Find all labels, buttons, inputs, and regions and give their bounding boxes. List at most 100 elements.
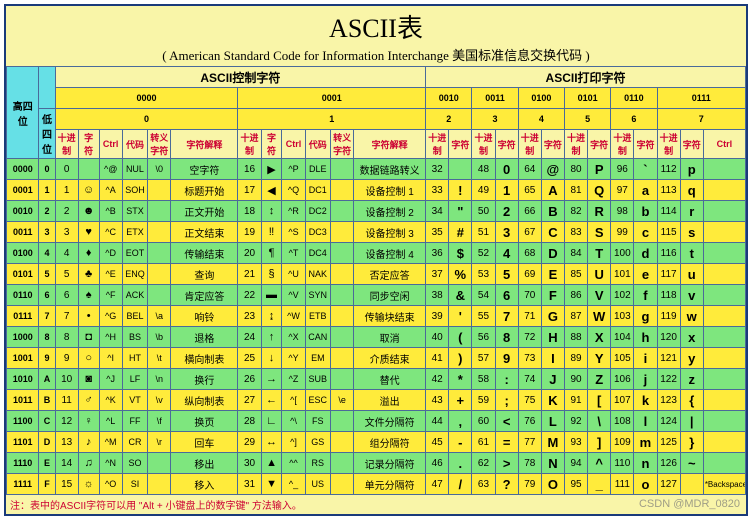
col-hdr: 十进制 [518, 130, 541, 159]
cell: 响铃 [171, 306, 238, 327]
cell: ♀ [78, 411, 99, 432]
cell [148, 474, 171, 495]
cell-dec: 121 [657, 348, 680, 369]
cell: ^I [99, 348, 122, 369]
cell: ^N [99, 453, 122, 474]
cell-dec: 43 [426, 390, 449, 411]
cell: 29 [238, 432, 261, 453]
cell-char: A [541, 180, 564, 201]
cell: 换页 [171, 411, 238, 432]
cell: ETX [122, 222, 147, 243]
cell: 标题开始 [171, 180, 238, 201]
cell: 设备控制 1 [354, 180, 426, 201]
col-hdr: 字符 [680, 130, 703, 159]
cell-dec: 111 [611, 474, 634, 495]
row-bin: 0110 [7, 285, 39, 306]
cell: ↓ [261, 348, 282, 369]
col-hdr: Ctrl [282, 130, 305, 159]
cell: 移出 [171, 453, 238, 474]
footnote: 注：表中的ASCII字符可以用 "Alt + 小键盘上的数字键" 方法输入。 [6, 495, 746, 514]
cell: 4 [55, 243, 78, 264]
table-row: 000111☺^ASOH标题开始17◀^QDC1设备控制 133!49165A8… [7, 180, 746, 201]
cell-dec: 86 [564, 285, 587, 306]
cell-dec: 59 [472, 390, 495, 411]
cell-dec: 93 [564, 432, 587, 453]
cell: 7 [55, 306, 78, 327]
cell-dec: 80 [564, 159, 587, 180]
cell-dec: 106 [611, 369, 634, 390]
row-hex: 7 [39, 306, 55, 327]
cell-char: 3 [495, 222, 518, 243]
cell: 换行 [171, 369, 238, 390]
cell: EM [305, 348, 330, 369]
cell-char: b [634, 201, 657, 222]
cell: GS [305, 432, 330, 453]
cell: US [305, 474, 330, 495]
cell-char: Z [588, 369, 611, 390]
cell-dec: 98 [611, 201, 634, 222]
cell: ^@ [99, 159, 122, 180]
cell-char: { [680, 390, 703, 411]
cell-dec: 87 [564, 306, 587, 327]
cell: 0 [55, 159, 78, 180]
cell-dec: 45 [426, 432, 449, 453]
cell: 肯定应答 [171, 285, 238, 306]
row-hex: E [39, 453, 55, 474]
cell: LF [122, 369, 147, 390]
cell: DLE [305, 159, 330, 180]
cell: ^O [99, 474, 122, 495]
cell-dec: 108 [611, 411, 634, 432]
cell: \f [148, 411, 171, 432]
cell: ACK [122, 285, 147, 306]
cell-dec: 33 [426, 180, 449, 201]
cell: ESC [305, 390, 330, 411]
cell: STX [122, 201, 147, 222]
cell-char: U [588, 264, 611, 285]
cell: ▶ [261, 159, 282, 180]
cell-char: X [588, 327, 611, 348]
cell-dec: 42 [426, 369, 449, 390]
cell-char: h [634, 327, 657, 348]
cell-dec: 97 [611, 180, 634, 201]
cell: NAK [305, 264, 330, 285]
cell-char: 2 [495, 201, 518, 222]
cell [331, 348, 354, 369]
cell: ^S [282, 222, 305, 243]
cell: ^L [99, 411, 122, 432]
cell-char: x [680, 327, 703, 348]
cell-ctrl [703, 453, 745, 474]
row-bin: 1100 [7, 411, 39, 432]
cell: ^Z [282, 369, 305, 390]
cell-char: ^ [588, 453, 611, 474]
cell: SO [122, 453, 147, 474]
cell-char: . [449, 453, 472, 474]
cell-ctrl [703, 264, 745, 285]
cell-ctrl [703, 348, 745, 369]
cell-dec: 113 [657, 180, 680, 201]
cell-ctrl [703, 159, 745, 180]
cell: 2 [55, 201, 78, 222]
table-row: 011177•^GBEL\a响铃23↨^WETB传输块结束39'55771G87… [7, 306, 746, 327]
cell-dec: 105 [611, 348, 634, 369]
cell: ^E [99, 264, 122, 285]
cell: 3 [55, 222, 78, 243]
cell: 19 [238, 222, 261, 243]
cell-char: C [541, 222, 564, 243]
cell: \b [148, 327, 171, 348]
cell-ctrl [703, 306, 745, 327]
cell-char: t [680, 243, 703, 264]
cell-dec: 102 [611, 285, 634, 306]
cell-char: ~ [680, 453, 703, 474]
cell-ctrl [703, 222, 745, 243]
cell: DC4 [305, 243, 330, 264]
page-title: ASCII表 [6, 6, 746, 45]
cell: ↔ [261, 432, 282, 453]
cell: SI [122, 474, 147, 495]
cell-dec: 109 [611, 432, 634, 453]
cell-char: N [541, 453, 564, 474]
cell: 组分隔符 [354, 432, 426, 453]
cell: NUL [122, 159, 147, 180]
cell: ^T [282, 243, 305, 264]
cell-dec: 103 [611, 306, 634, 327]
cell-dec: 84 [564, 243, 587, 264]
